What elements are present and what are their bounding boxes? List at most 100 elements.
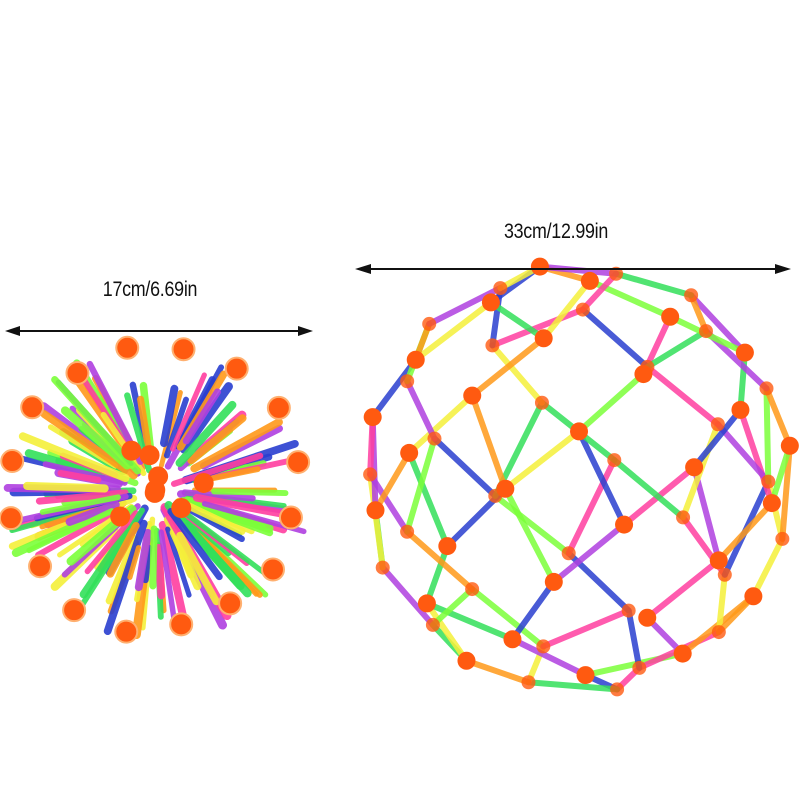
hub (575, 302, 590, 317)
hub (171, 498, 192, 519)
strip (688, 292, 748, 356)
strip (463, 657, 532, 686)
hub (762, 494, 781, 513)
strip (423, 543, 451, 607)
strip (613, 270, 695, 299)
strip (469, 586, 547, 650)
hub (576, 666, 595, 685)
hub (759, 381, 774, 396)
hub (561, 546, 576, 561)
strip (164, 501, 252, 598)
strip (404, 528, 476, 593)
hub (632, 660, 647, 675)
hub (610, 682, 625, 697)
strip (540, 277, 593, 342)
strip (536, 263, 620, 277)
strip (509, 578, 557, 643)
strip (60, 406, 132, 470)
hub (148, 466, 169, 487)
hub (775, 531, 790, 546)
strip (644, 557, 722, 621)
strip (611, 457, 687, 521)
hub (621, 603, 636, 618)
hub (534, 329, 553, 348)
hub (0, 506, 23, 531)
hub (363, 467, 378, 482)
strip (576, 371, 647, 435)
strip (502, 428, 583, 492)
strip (24, 449, 102, 478)
hub (638, 608, 657, 627)
strip (469, 392, 509, 492)
strip (160, 384, 179, 448)
strip (489, 342, 545, 406)
strip (192, 493, 293, 519)
hub (363, 408, 382, 427)
strip (691, 406, 744, 471)
collapsed-expandable-ball (0, 335, 311, 644)
strip (35, 507, 122, 559)
hub (139, 445, 160, 466)
strip (182, 388, 221, 445)
strip (404, 435, 438, 535)
hub (463, 386, 482, 405)
strip (502, 485, 557, 585)
strip (714, 421, 772, 485)
strip (579, 270, 620, 313)
hub (530, 257, 549, 276)
hub (169, 612, 194, 637)
strip (167, 507, 223, 581)
strip (26, 508, 115, 554)
expanded-expandable-ball (363, 257, 799, 697)
hub (28, 554, 53, 579)
strip (379, 564, 436, 628)
hub (224, 356, 249, 381)
strip (57, 469, 102, 484)
hub (457, 651, 476, 670)
strip (565, 457, 618, 557)
strip (579, 306, 651, 370)
hub (20, 395, 45, 420)
strip (103, 519, 148, 636)
hub (503, 630, 522, 649)
strip (576, 428, 628, 528)
hub (266, 395, 291, 420)
strip (158, 529, 177, 622)
strip (423, 600, 516, 643)
hub (780, 436, 799, 455)
hub (673, 644, 692, 663)
strip (211, 488, 289, 497)
hub (417, 594, 436, 613)
strip (367, 414, 376, 478)
strip (406, 392, 476, 456)
small-dimension-arrow (5, 326, 313, 336)
strip (406, 449, 451, 550)
hub (366, 501, 385, 520)
strip (372, 449, 413, 514)
hub (493, 281, 508, 296)
strip (779, 442, 793, 542)
strip (737, 349, 748, 413)
strip (492, 492, 572, 557)
strip (149, 525, 158, 590)
hub (761, 474, 776, 489)
hub (609, 266, 624, 281)
hub (121, 440, 142, 461)
hub (400, 443, 419, 462)
hub (481, 293, 500, 312)
strip (487, 299, 547, 342)
strip (35, 489, 129, 505)
strip (105, 535, 139, 605)
strip (768, 442, 793, 507)
hub (171, 337, 196, 362)
strip (412, 299, 494, 363)
strip (750, 535, 786, 600)
hub (465, 582, 480, 597)
strip (23, 481, 109, 493)
hub (375, 560, 390, 575)
strip (65, 500, 120, 526)
hub (570, 422, 589, 441)
hub (676, 510, 691, 525)
strip (163, 396, 189, 459)
